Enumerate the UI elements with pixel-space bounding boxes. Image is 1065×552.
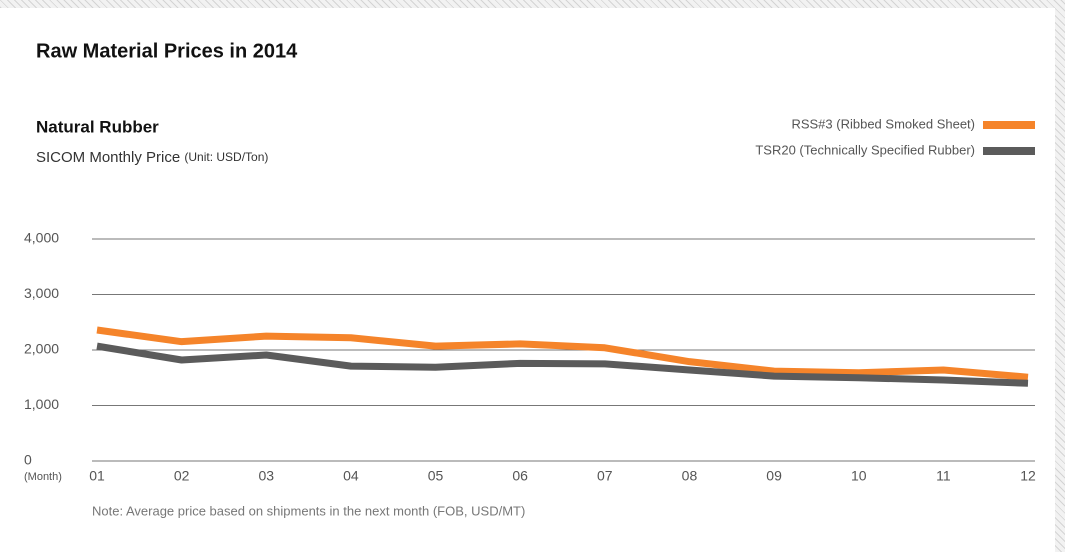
x-tick-label: 05 <box>428 468 444 484</box>
note: Note: Average price based on shipments i… <box>92 503 525 518</box>
y-tick-label: 3,000 <box>24 285 59 301</box>
x-tick-label: 10 <box>851 468 867 484</box>
series-line <box>96 326 1029 381</box>
x-tick-label: 12 <box>1020 468 1036 484</box>
x-tick-label: 01 <box>89 468 105 484</box>
y-tick-label: 0 <box>24 452 32 468</box>
x-unit: (Month) <box>24 471 62 483</box>
legend-label: RSS#3 (Ribbed Smoked Sheet) <box>791 116 975 131</box>
x-tick-label: 08 <box>682 468 698 484</box>
x-tick-label: 03 <box>258 468 274 484</box>
x-tick-label: 11 <box>936 468 951 484</box>
y-tick-label: 1,000 <box>24 396 59 412</box>
y-tick-label: 2,000 <box>24 341 59 357</box>
x-tick-label: 09 <box>766 468 782 484</box>
series-line <box>96 342 1029 387</box>
unit: (Unit: USD/Ton) <box>184 150 268 164</box>
chart-title: Raw Material Prices in 2014 <box>36 40 298 62</box>
x-tick-label: 04 <box>343 468 359 484</box>
description: SICOM Monthly Price (Unit: USD/Ton) <box>36 149 268 166</box>
description-text: SICOM Monthly Price <box>36 149 180 166</box>
chart-subtitle: Natural Rubber <box>36 117 159 136</box>
x-tick-label: 07 <box>597 468 613 484</box>
y-tick-label: 4,000 <box>24 230 59 246</box>
x-tick-label: 02 <box>174 468 190 484</box>
x-tick-label: 06 <box>512 468 528 484</box>
legend-swatch <box>983 147 1035 155</box>
legend-swatch <box>983 121 1035 129</box>
legend-label: TSR20 (Technically Specified Rubber) <box>755 142 975 157</box>
